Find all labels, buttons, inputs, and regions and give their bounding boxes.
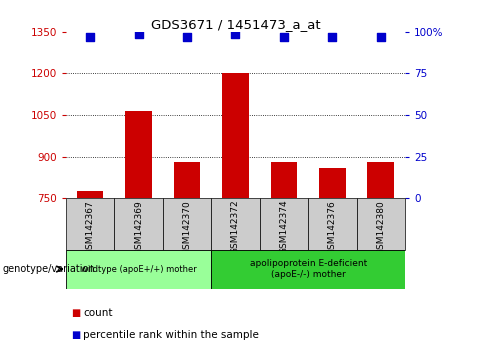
- FancyBboxPatch shape: [163, 198, 211, 250]
- FancyBboxPatch shape: [211, 198, 260, 250]
- Text: ■: ■: [71, 308, 80, 318]
- Point: [280, 34, 288, 40]
- Point: [377, 34, 385, 40]
- Bar: [222, 74, 249, 198]
- Text: count: count: [83, 308, 112, 318]
- Text: GSM142374: GSM142374: [280, 200, 288, 255]
- FancyBboxPatch shape: [308, 198, 357, 250]
- Text: wildtype (apoE+/+) mother: wildtype (apoE+/+) mother: [81, 264, 197, 274]
- Text: ■: ■: [71, 330, 80, 339]
- Text: GSM142367: GSM142367: [85, 200, 95, 255]
- Text: genotype/variation: genotype/variation: [2, 264, 95, 274]
- Bar: [367, 162, 394, 198]
- Bar: [125, 111, 152, 198]
- Text: apolipoprotein E-deficient
(apoE-/-) mother: apolipoprotein E-deficient (apoE-/-) mot…: [249, 259, 367, 279]
- Point: [232, 31, 240, 36]
- Point: [328, 34, 336, 40]
- FancyBboxPatch shape: [211, 250, 405, 289]
- Title: GDS3671 / 1451473_a_at: GDS3671 / 1451473_a_at: [151, 18, 320, 31]
- FancyBboxPatch shape: [66, 250, 211, 289]
- FancyBboxPatch shape: [66, 198, 114, 250]
- Text: GSM142372: GSM142372: [231, 200, 240, 255]
- Text: GSM142369: GSM142369: [134, 200, 143, 255]
- Text: GSM142376: GSM142376: [328, 200, 337, 255]
- Bar: [174, 162, 201, 198]
- Point: [183, 34, 191, 40]
- Point: [135, 31, 142, 36]
- FancyBboxPatch shape: [114, 198, 163, 250]
- Text: percentile rank within the sample: percentile rank within the sample: [83, 330, 259, 339]
- Bar: [270, 162, 297, 198]
- Point: [86, 34, 94, 40]
- Bar: [77, 191, 103, 198]
- FancyBboxPatch shape: [260, 198, 308, 250]
- FancyBboxPatch shape: [357, 198, 405, 250]
- Text: GSM142380: GSM142380: [376, 200, 386, 255]
- Text: GSM142370: GSM142370: [183, 200, 191, 255]
- Bar: [319, 168, 346, 198]
